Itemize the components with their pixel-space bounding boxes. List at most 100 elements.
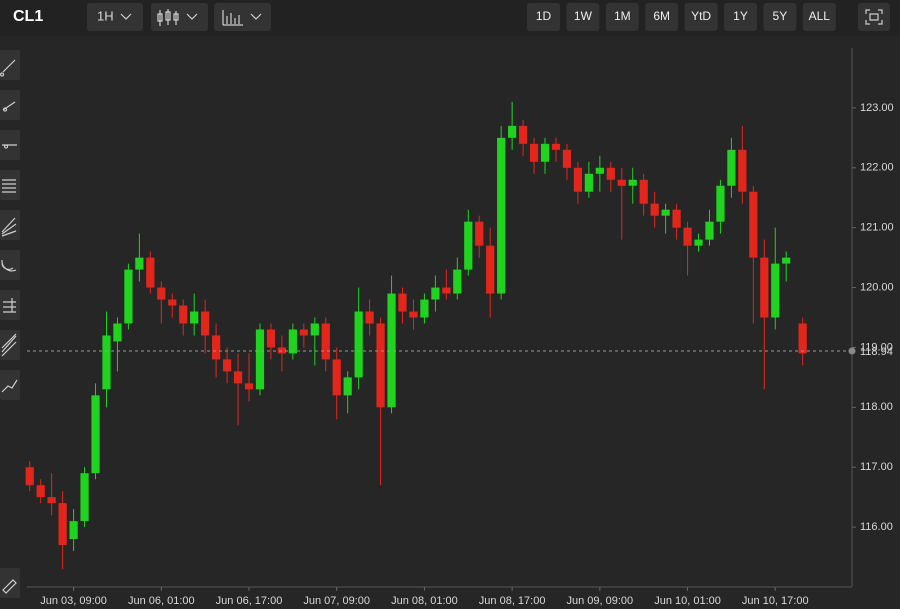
range-label: 5Y: [773, 9, 788, 23]
candle-body: [727, 149, 736, 186]
tool-button[interactable]: [0, 568, 20, 598]
candle-body: [551, 143, 561, 150]
x-tick-label: Jun 09, 09:00: [567, 595, 634, 607]
candle-body: [321, 323, 330, 360]
tool-button[interactable]: [0, 50, 20, 80]
button-bg: [763, 3, 797, 31]
tool-button[interactable]: [0, 290, 20, 320]
interval-button[interactable]: 1H: [87, 3, 143, 31]
tool-button[interactable]: [0, 130, 20, 160]
y-tick-label: 118.00: [860, 401, 893, 413]
button-bg: [802, 3, 836, 31]
candle-body: [650, 203, 659, 216]
y-tick-label: 123.00: [860, 102, 894, 114]
candle-body: [124, 269, 133, 324]
candle-body: [36, 485, 45, 498]
candle-body: [310, 323, 319, 336]
range-label: YtD: [691, 9, 711, 23]
candle-body: [475, 221, 484, 246]
x-tick-label: Jun 06, 17:00: [216, 595, 283, 607]
candle-body: [540, 143, 550, 162]
candle-body: [354, 311, 363, 378]
candle-body: [102, 335, 111, 390]
fullscreen-button[interactable]: [858, 3, 890, 31]
symbol: CL1: [13, 8, 43, 25]
candle-body: [179, 305, 188, 324]
candle-body: [760, 257, 769, 318]
candle-body: [277, 347, 287, 354]
candle-body: [266, 329, 276, 348]
candle-body: [113, 323, 122, 342]
candle-body: [782, 257, 791, 264]
range-button[interactable]: 1M: [605, 3, 639, 31]
y-tick-label: 117.00: [860, 461, 893, 473]
range-button[interactable]: 1W: [566, 3, 600, 31]
candle-body: [683, 227, 692, 246]
candle-body: [529, 143, 539, 162]
candle-body: [672, 209, 681, 228]
x-tick-label: Jun 06, 01:00: [128, 595, 195, 607]
candle-body: [771, 263, 780, 318]
candle-body: [365, 311, 374, 324]
tool-button[interactable]: [0, 250, 20, 280]
candle-body: [798, 323, 807, 354]
candle-body: [562, 149, 572, 168]
x-tick-label: Jun 10, 17:00: [742, 595, 809, 607]
button-bg: [724, 3, 757, 31]
candle-body: [212, 335, 221, 360]
candle-body: [606, 167, 615, 180]
y-tick-label: 119.00: [860, 341, 893, 353]
range-label: ALL: [809, 9, 831, 23]
button-bg: [605, 3, 639, 31]
x-tick-label: Jun 03, 09:00: [40, 595, 107, 607]
range-label: 6M: [653, 9, 670, 23]
range-label: 1D: [536, 9, 552, 23]
candle-body: [288, 329, 297, 354]
candle-body: [398, 293, 407, 312]
candle-body: [628, 179, 637, 186]
candle-body: [135, 257, 144, 270]
candle-body: [431, 287, 440, 300]
range-button[interactable]: ALL: [802, 3, 836, 31]
range-button[interactable]: 1Y: [724, 3, 757, 31]
candle-body: [584, 173, 593, 192]
last-price-label: 118.94: [860, 346, 893, 358]
candle-body: [332, 359, 341, 396]
range-button[interactable]: YtD: [684, 3, 718, 31]
chart-type-button[interactable]: [151, 3, 208, 31]
candle-body: [190, 311, 199, 324]
candle-body: [387, 293, 396, 408]
candle-body: [573, 167, 583, 192]
candle-body: [639, 179, 648, 204]
tool-button[interactable]: [0, 90, 20, 120]
tool-button[interactable]: [0, 330, 20, 360]
interval: 1H: [97, 8, 114, 23]
tool-button[interactable]: [0, 170, 20, 200]
candle-body: [157, 287, 166, 300]
candle-body: [409, 311, 418, 318]
candle-body: [25, 467, 34, 486]
candle-body: [518, 125, 528, 144]
candle-body: [168, 299, 177, 306]
drawing-tools: [0, 50, 20, 598]
indicators-button[interactable]: [214, 3, 271, 31]
range-button[interactable]: 5Y: [763, 3, 797, 31]
candle-body: [595, 167, 604, 174]
candle-body: [255, 329, 265, 390]
candle-body: [497, 137, 506, 294]
tool-button[interactable]: [0, 210, 20, 240]
tool-button[interactable]: [0, 370, 20, 400]
candle-body: [453, 269, 462, 294]
candle-body: [420, 299, 429, 318]
candle-body: [146, 257, 155, 288]
candle-body: [442, 287, 451, 294]
range-button[interactable]: 1D: [527, 3, 560, 31]
candle-body: [47, 497, 56, 504]
candle-body: [58, 503, 67, 546]
candle-body: [464, 221, 473, 270]
last-price-dot: [848, 347, 856, 355]
range-button[interactable]: 6M: [645, 3, 679, 31]
